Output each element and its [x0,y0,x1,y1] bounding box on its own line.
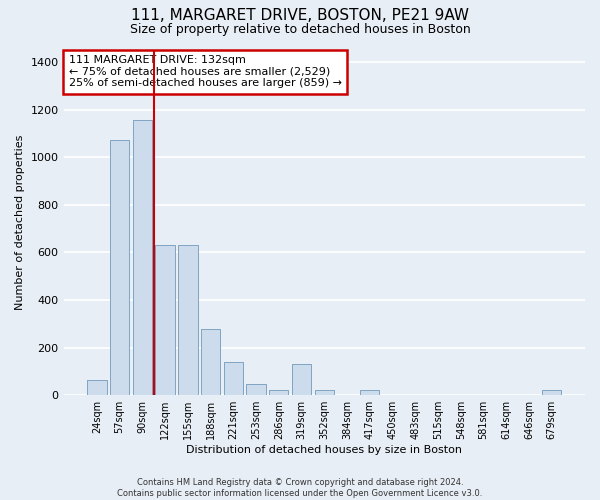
Bar [292,364,311,395]
Text: 111 MARGARET DRIVE: 132sqm
← 75% of detached houses are smaller (2,529)
25% of s: 111 MARGARET DRIVE: 132sqm ← 75% of deta… [69,55,342,88]
Bar [224,362,243,395]
Bar [360,390,379,395]
X-axis label: Distribution of detached houses by size in Boston: Distribution of detached houses by size … [186,445,462,455]
Bar [269,390,289,395]
Bar [178,245,197,395]
Bar [110,140,130,395]
Bar [247,384,266,395]
Bar [87,380,107,395]
Bar [133,120,152,395]
Y-axis label: Number of detached properties: Number of detached properties [15,135,25,310]
Text: Contains HM Land Registry data © Crown copyright and database right 2024.
Contai: Contains HM Land Registry data © Crown c… [118,478,482,498]
Bar [314,390,334,395]
Text: 111, MARGARET DRIVE, BOSTON, PE21 9AW: 111, MARGARET DRIVE, BOSTON, PE21 9AW [131,8,469,22]
Bar [201,328,220,395]
Bar [542,390,561,395]
Text: Size of property relative to detached houses in Boston: Size of property relative to detached ho… [130,22,470,36]
Bar [155,245,175,395]
